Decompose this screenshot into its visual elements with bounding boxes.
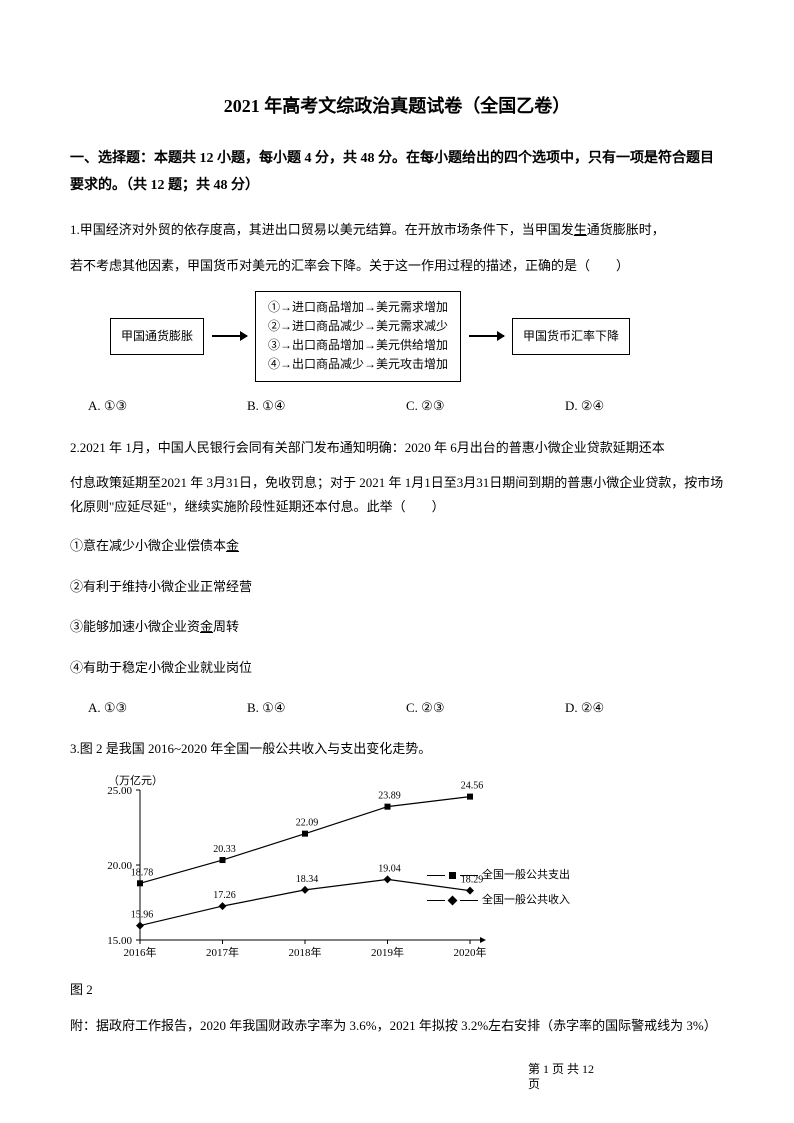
q1-options: A. ①③ B. ①④ C. ②③ D. ②④ (88, 392, 724, 421)
chart-legend: 全国一般公共支出 全国一般公共收入 (427, 865, 570, 915)
q2-option-d: D. ②④ (565, 694, 724, 723)
q3-note: 附：据政府工作报告，2020 年我国财政赤字率为 3.6%，2021 年拟按 3… (70, 1014, 724, 1039)
svg-text:15.96: 15.96 (131, 909, 154, 920)
q2-option-a: A. ①③ (88, 694, 247, 723)
footer-line1: 第 1 页 共 12 (528, 1062, 594, 1078)
legend-line-icon (460, 875, 478, 876)
page-title: 2021 年高考文综政治真题试卷（全国乙卷） (70, 90, 724, 122)
section-header: 一、选择题：本题共 12 小题，每小题 4 分，共 48 分。在每小题给出的四个… (70, 146, 724, 199)
svg-text:22.09: 22.09 (296, 817, 319, 828)
svg-text:2020年: 2020年 (454, 945, 487, 959)
diamond-marker-icon (448, 895, 458, 905)
q1-option-c: C. ②③ (406, 392, 565, 421)
diagram-mid-line4: ④→出口商品减少→美元攻击增加 (268, 355, 448, 374)
q1-option-d: D. ②④ (565, 392, 724, 421)
q1-diagram: 甲国通货膨胀 ①→进口商品增加→美元需求增加 ②→进口商品减少→美元需求减少 ③… (110, 291, 724, 382)
svg-text:2016年: 2016年 (124, 945, 157, 959)
footer-line2: 页 (528, 1077, 594, 1093)
q2-options: A. ①③ B. ①④ C. ②③ D. ②④ (88, 694, 724, 723)
q1-option-b: B. ①④ (247, 392, 406, 421)
svg-text:25.00: 25.00 (107, 785, 132, 797)
diagram-left-box: 甲国通货膨胀 (110, 318, 204, 355)
legend-line-icon (427, 875, 445, 876)
q2-s1-before: ①意在减少小微企业偿债本 (70, 538, 226, 553)
q2-line1: 2.2021 年 1月，中国人民银行会同有关部门发布通知明确：2020 年 6月… (70, 434, 724, 463)
svg-text:2018年: 2018年 (289, 945, 322, 959)
svg-text:17.26: 17.26 (213, 890, 236, 901)
q3-chart: （万亿元）15.0020.0025.002016年2017年2018年2019年… (90, 770, 570, 970)
q2-s3-after: 周转 (213, 619, 239, 634)
svg-text:18.34: 18.34 (296, 874, 319, 885)
svg-text:19.04: 19.04 (378, 863, 401, 874)
q2-s3-underlined: 金 (200, 619, 213, 634)
diagram-mid-line3: ③→出口商品增加→美元供给增加 (268, 336, 448, 355)
diagram-mid-line1: ①→进口商品增加→美元需求增加 (268, 298, 448, 317)
q2-statement-3: ③能够加速小微企业资金周转 (70, 613, 724, 642)
q1-line2: 若不考虑其他因素，甲国货币对美元的汇率会下降。关于这一作用过程的描述，正确的是（… (70, 252, 724, 281)
legend-label-2: 全国一般公共收入 (482, 890, 570, 911)
diagram-mid-line2: ②→进口商品减少→美元需求减少 (268, 317, 448, 336)
question-3: 3.图 2 是我国 2016~2020 年全国一般公共收入与支出变化走势。 （万… (70, 737, 724, 1039)
arrow-icon (204, 335, 255, 337)
q1-text-mid: 通货膨胀时， (587, 222, 665, 237)
q2-statement-4: ④有助于稳定小微企业就业岗位 (70, 654, 724, 683)
q1-underlined: 生 (574, 222, 587, 237)
q2-s3-before: ③能够加速小微企业资 (70, 619, 200, 634)
q3-intro: 3.图 2 是我国 2016~2020 年全国一般公共收入与支出变化走势。 (70, 737, 724, 762)
square-marker-icon (449, 872, 456, 879)
arrow-icon (461, 335, 512, 337)
q3-caption: 图 2 (70, 978, 724, 1003)
q2-statement-2: ②有利于维持小微企业正常经营 (70, 573, 724, 602)
diagram-mid-box: ①→进口商品增加→美元需求增加 ②→进口商品减少→美元需求减少 ③→出口商品增加… (255, 291, 461, 382)
svg-text:20.00: 20.00 (107, 860, 132, 872)
q1-option-a: A. ①③ (88, 392, 247, 421)
svg-text:20.33: 20.33 (213, 844, 236, 855)
svg-text:18.78: 18.78 (131, 867, 154, 878)
q2-statement-1: ①意在减少小微企业偿债本金 (70, 532, 724, 561)
q1-line1: 1.甲国经济对外贸的依存度高，其进出口贸易以美元结算。在开放市场条件下，当甲国发… (70, 216, 724, 245)
legend-line-icon (460, 900, 478, 901)
page-footer: 第 1 页 共 12 页 (528, 1062, 594, 1093)
q1-text-before: 1.甲国经济对外贸的依存度高，其进出口贸易以美元结算。在开放市场条件下，当甲国发 (70, 222, 574, 237)
svg-text:24.56: 24.56 (461, 780, 484, 791)
q2-option-c: C. ②③ (406, 694, 565, 723)
svg-text:15.00: 15.00 (107, 935, 132, 947)
question-2: 2.2021 年 1月，中国人民银行会同有关部门发布通知明确：2020 年 6月… (70, 434, 724, 723)
q2-line2: 付息政策延期至2021 年 3月31日，免收罚息；对于 2021 年 1月1日至… (70, 471, 724, 520)
legend-item-expenditure: 全国一般公共支出 (427, 865, 570, 886)
diagram-right-box: 甲国货币汇率下降 (512, 318, 630, 355)
question-1: 1.甲国经济对外贸的依存度高，其进出口贸易以美元结算。在开放市场条件下，当甲国发… (70, 216, 724, 421)
svg-text:23.89: 23.89 (378, 790, 401, 801)
svg-text:2017年: 2017年 (206, 945, 239, 959)
svg-text:2019年: 2019年 (371, 945, 404, 959)
legend-item-revenue: 全国一般公共收入 (427, 890, 570, 911)
legend-line-icon (427, 900, 445, 901)
q2-option-b: B. ①④ (247, 694, 406, 723)
q2-s1-underlined: 金 (226, 538, 239, 553)
legend-label-1: 全国一般公共支出 (482, 865, 570, 886)
